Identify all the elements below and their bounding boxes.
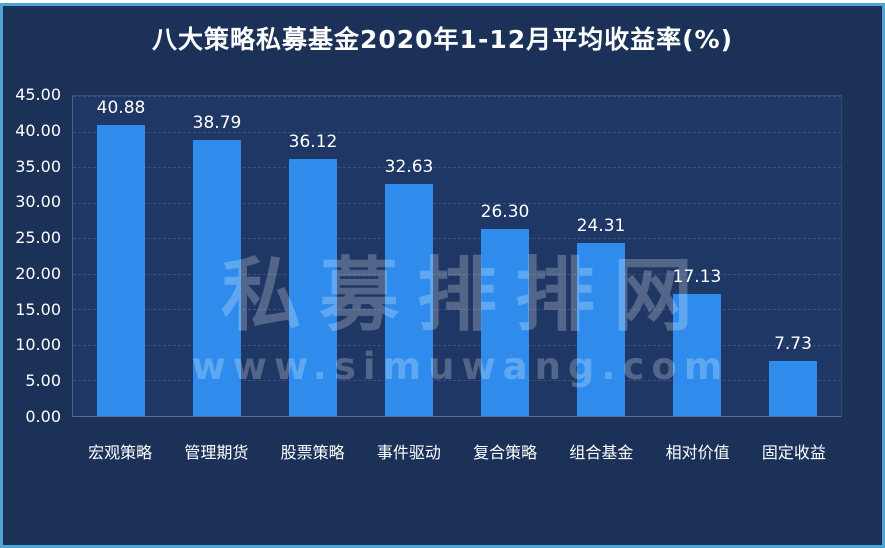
gridline xyxy=(73,202,841,204)
bar-slot: 32.63 xyxy=(361,96,457,416)
gridline xyxy=(73,167,841,169)
bar-股票策略 xyxy=(289,159,337,416)
bar-slot: 40.88 xyxy=(73,96,169,416)
x-category-label: 事件驱动 xyxy=(376,443,441,462)
gridline xyxy=(73,344,841,346)
bar-value-label: 40.88 xyxy=(96,98,146,119)
y-tick-label: 15.00 xyxy=(15,299,61,319)
gridline xyxy=(73,273,841,275)
y-tick-label: 30.00 xyxy=(15,192,61,212)
x-category-label: 相对价值 xyxy=(665,443,730,462)
y-tick-label: 10.00 xyxy=(15,335,61,355)
y-tick-label: 5.00 xyxy=(25,371,61,391)
bar-宏观策略 xyxy=(97,125,145,416)
bar-管理期货 xyxy=(193,140,241,416)
gridline xyxy=(73,96,841,97)
x-category-label: 宏观策略 xyxy=(88,443,153,462)
bar-事件驱动 xyxy=(385,183,433,416)
y-tick-label: 25.00 xyxy=(15,228,61,248)
bar-slot: 38.79 xyxy=(169,96,265,416)
x-category-label: 管理期货 xyxy=(184,443,249,462)
y-tick-label: 35.00 xyxy=(15,156,61,176)
bar-value-label: 36.12 xyxy=(288,132,338,153)
bar-slot: 36.12 xyxy=(265,96,361,416)
gridline xyxy=(73,131,841,133)
y-axis: 45.00 40.00 35.00 30.00 25.00 20.00 15.00 10.00… xyxy=(3,85,65,426)
x-axis: 宏观策略 管理期货 股票策略 事件驱动 复合策略 组合基金 相对价值 固定收益 xyxy=(72,423,842,462)
gridline xyxy=(73,309,841,311)
x-category-label: 复合策略 xyxy=(473,443,538,462)
bar-组合基金 xyxy=(577,243,625,416)
bar-value-label: 17.13 xyxy=(672,267,722,288)
bar-slot: 17.13 xyxy=(649,96,745,416)
bar-slot: 7.73 xyxy=(745,96,841,416)
bar-value-label: 7.73 xyxy=(774,334,812,355)
bar-slot: 26.30 xyxy=(457,96,553,416)
x-category-label: 股票策略 xyxy=(280,443,345,462)
chart-panel: 八大策略私募基金2020年1-12月平均收益率(%) 45.00 40.00 35.… xyxy=(0,3,885,548)
bar-slot: 24.31 xyxy=(553,96,649,416)
chart-title: 八大策略私募基金2020年1-12月平均收益率(%) xyxy=(151,25,734,54)
x-category-label: 固定收益 xyxy=(761,443,826,462)
bar-value-label: 38.79 xyxy=(192,113,242,134)
y-tick-label: 0.00 xyxy=(25,407,61,426)
bar-value-label: 32.63 xyxy=(384,156,434,177)
gridline xyxy=(73,238,841,240)
gridline xyxy=(73,380,841,382)
bar-相对价值 xyxy=(673,294,721,416)
bar-固定收益 xyxy=(769,361,817,416)
bar-value-label: 24.31 xyxy=(576,216,626,237)
x-category-label: 组合基金 xyxy=(569,443,634,462)
y-tick-label: 20.00 xyxy=(15,263,61,283)
bar-value-label: 26.30 xyxy=(480,201,530,222)
bar-复合策略 xyxy=(481,228,529,416)
y-tick-label: 40.00 xyxy=(15,120,61,140)
y-tick-label: 45.00 xyxy=(15,85,61,104)
plot-area: 40.88 38.79 36.12 32.63 26.30 24.31 17.13 7.73 xyxy=(72,95,842,417)
